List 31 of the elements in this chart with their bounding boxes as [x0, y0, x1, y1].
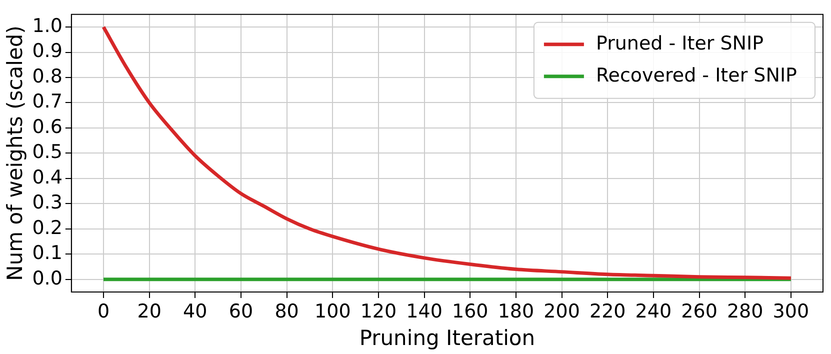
- x-tick-label: 140: [406, 300, 442, 322]
- y-tick-label: 0.8: [32, 65, 62, 88]
- y-tick-label: 0.6: [32, 116, 62, 138]
- x-tick-label: 40: [183, 300, 208, 322]
- x-tick-label: 280: [726, 300, 764, 322]
- x-tick-label: 0: [97, 300, 110, 322]
- y-tick-label: 0.0: [32, 267, 62, 290]
- y-tick-label: 0.7: [32, 90, 62, 113]
- x-tick-label: 180: [498, 300, 534, 322]
- x-tick-label: 120: [360, 300, 397, 322]
- x-axis-title: Pruning Iteration: [359, 326, 536, 350]
- x-tick-label: 220: [589, 300, 626, 322]
- y-tick-label: 0.5: [32, 141, 62, 164]
- x-tick-label: 60: [228, 300, 254, 322]
- x-tick-label: 160: [452, 300, 488, 322]
- y-tick-label: 1.0: [32, 14, 62, 37]
- y-tick-label: 0.9: [32, 40, 62, 62]
- legend-label: Pruned - Iter SNIP: [596, 32, 764, 54]
- x-tick-label: 300: [772, 300, 810, 322]
- x-tick-label: 80: [274, 300, 299, 322]
- y-tick-label: 0.3: [32, 192, 62, 214]
- legend-label: Recovered - Iter SNIP: [596, 64, 798, 86]
- x-tick-label: 260: [681, 300, 718, 322]
- x-tick-label: 240: [635, 300, 672, 322]
- y-tick-label: 0.1: [32, 242, 62, 264]
- y-axis-title: Num of weights (scaled): [3, 26, 28, 281]
- y-tick-label: 0.4: [32, 166, 62, 188]
- x-tick-label: 100: [314, 300, 351, 322]
- y-tick-label: 0.2: [32, 216, 62, 239]
- x-tick-label: 200: [544, 300, 580, 322]
- x-tick-label: 20: [137, 300, 162, 322]
